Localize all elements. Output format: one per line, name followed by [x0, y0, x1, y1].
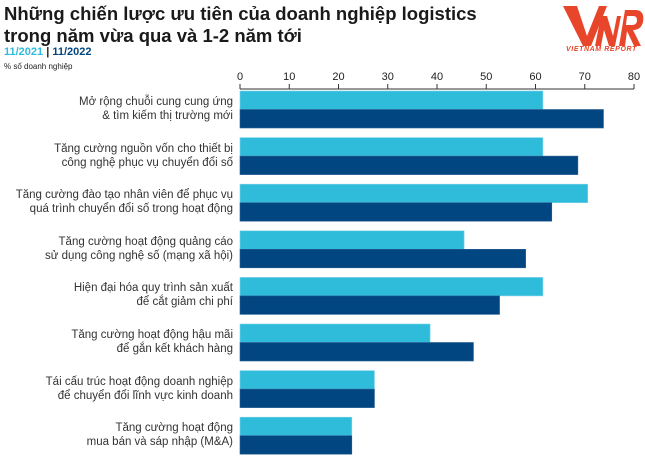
- bar-2022: [239, 202, 553, 222]
- category-label: Tăng cường hoạt động mua bán và sáp nhập …: [0, 421, 233, 449]
- bar-2021: [239, 183, 589, 203]
- category-label-line: Tăng cường hoạt động hậu mãi: [71, 329, 233, 341]
- category-label-line: để gắn kết khách hàng: [116, 343, 233, 355]
- bar-2022: [239, 295, 500, 315]
- category-label-line: công nghệ phục vụ chuyển đổi số: [61, 156, 233, 169]
- category-label: Tăng cường đào tạo nhân viên để phục vụ q…: [0, 188, 233, 216]
- x-tick-label: 80: [628, 71, 640, 83]
- vnr-logo: [563, 6, 644, 46]
- bar-2022: [239, 435, 353, 455]
- category-label-line: để chuyển đổi lĩnh vực kinh doanh: [57, 389, 233, 402]
- x-tick-label: 70: [579, 71, 591, 83]
- legend-separator: |: [46, 46, 53, 58]
- bar-2021: [239, 370, 375, 390]
- category-label-line: Tăng cường đào tạo nhân viên để phục vụ: [15, 189, 233, 202]
- category-label-line: Mở rộng chuỗi cung cung ứng: [79, 96, 233, 108]
- unit-label: % số doanh nghiệp: [4, 62, 73, 71]
- logo-text: VIETNAM REPORT: [566, 46, 637, 53]
- legend: 11/2021 | 11/2022: [4, 46, 92, 58]
- x-tick-label: 0: [237, 71, 243, 83]
- chart-title: Những chiến lược ưu tiên của doanh nghiệ…: [4, 3, 477, 47]
- bar-2022: [239, 155, 579, 175]
- bar-2021: [239, 230, 465, 250]
- bar-2022: [239, 388, 375, 408]
- category-label: Tái cấu trúc hoạt động doanh nghiệp để ch…: [0, 375, 233, 403]
- title-line-2: trong năm vừa qua và 1-2 năm tới: [4, 25, 302, 46]
- bar-2022: [239, 109, 604, 129]
- category-label-line: Tăng cường nguồn vốn cho thiết bị: [54, 142, 233, 155]
- bar-2021: [239, 416, 353, 437]
- category-label-line: mua bán và sáp nhập (M&A): [86, 436, 233, 449]
- x-tick-label: 50: [480, 71, 492, 83]
- legend-2022: 11/2022: [52, 46, 92, 58]
- x-tick-label: 10: [283, 71, 295, 83]
- category-label-line: Tăng cường hoạt động quảng cáo: [58, 235, 233, 248]
- category-label-line: Hiện đại hóa quy trình sản xuất: [73, 282, 233, 295]
- bar-2021: [239, 323, 431, 343]
- bar-2022: [239, 249, 526, 269]
- category-label-line: Tái cấu trúc hoạt động doanh nghiệp: [45, 375, 233, 388]
- category-label: Mở rộng chuỗi cung cung ứng & tìm kiếm th…: [0, 95, 233, 123]
- bar-2021: [239, 277, 544, 297]
- bar-2021: [239, 137, 544, 157]
- category-label-line: sử dụng công nghệ số (mạng xã hội): [45, 249, 233, 262]
- category-label: Tăng cường nguồn vốn cho thiết bị công ng…: [0, 142, 233, 170]
- bar-2021: [239, 90, 544, 110]
- category-label-line: Tăng cường hoạt động: [115, 422, 233, 435]
- x-tick-label: 40: [431, 71, 443, 83]
- legend-2021: 11/2021: [4, 46, 44, 58]
- x-tick-label: 60: [529, 71, 541, 83]
- bar-2022: [239, 342, 474, 362]
- category-label-line: để cắt giảm chi phí: [136, 296, 233, 309]
- category-label-line: quá trình chuyển đổi số trong hoạt động: [29, 203, 233, 216]
- x-tick-label: 30: [382, 71, 394, 83]
- category-label: Hiện đại hóa quy trình sản xuất để cắt gi…: [0, 281, 233, 309]
- category-label: Tăng cường hoạt động quảng cáo sử dụng cô…: [0, 235, 233, 263]
- x-tick-label: 20: [332, 71, 344, 83]
- category-label-line: & tìm kiếm thị trường mới: [102, 110, 233, 122]
- title-line-1: Những chiến lược ưu tiên của doanh nghiệ…: [4, 3, 477, 24]
- category-label: Tăng cường hoạt động hậu mãi để gắn kết k…: [0, 328, 233, 356]
